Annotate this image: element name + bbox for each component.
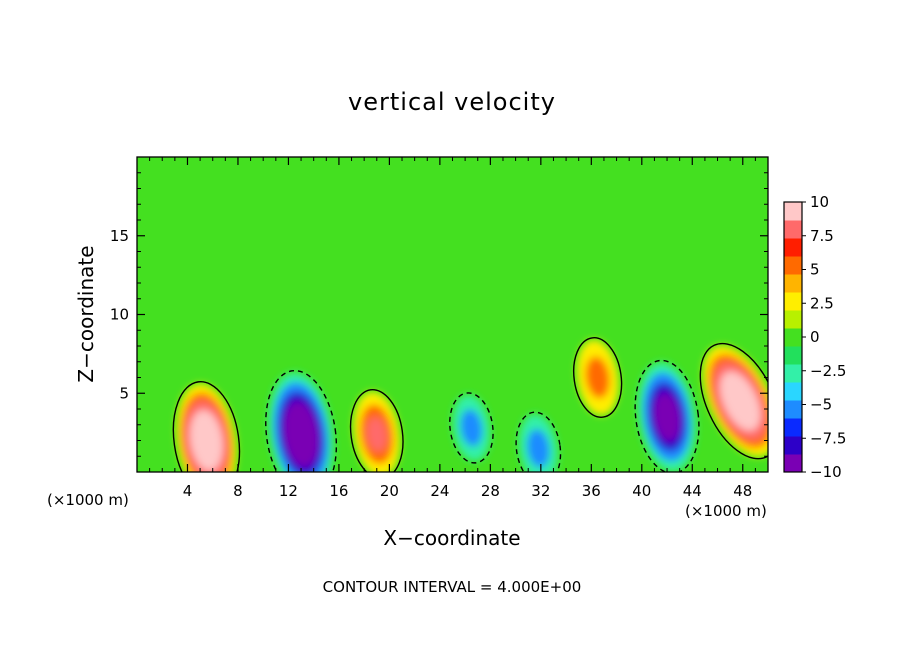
colorbar-cell [784, 220, 802, 239]
colorbar-tick-label: 10 [810, 193, 829, 211]
y-tick-label: 15 [110, 227, 129, 245]
field-feature [658, 402, 676, 431]
colorbar-tick-label: −5 [810, 396, 832, 414]
colorbar-cell [784, 454, 802, 473]
contour-line [515, 411, 562, 472]
x-tick-label: 40 [632, 482, 651, 500]
colorbar-tick-label: 2.5 [810, 294, 834, 312]
field-blobs [176, 339, 768, 472]
x-tick-label: 16 [329, 482, 348, 500]
colorbar-cell [784, 238, 802, 257]
colorbar-cell [784, 382, 802, 401]
colorbar-cell [784, 436, 802, 455]
colorbar-tick-label: 0 [810, 328, 820, 346]
colorbar-cell [784, 274, 802, 293]
contour-line [699, 342, 768, 460]
field-layer [137, 157, 768, 472]
y-axis-label: Z−coordinate [74, 245, 98, 383]
x-axis-unit-right: (×1000 m) [685, 502, 767, 520]
colorbar-tick-label: −10 [810, 463, 842, 481]
colorbar-tick-label: −2.5 [810, 362, 846, 380]
colorbar-tick-label: 5 [810, 261, 820, 279]
chart-title: vertical velocity [348, 88, 556, 116]
x-axis-unit-left: (×1000 m) [47, 491, 129, 509]
contour-line [449, 392, 494, 464]
x-tick-label: 36 [582, 482, 601, 500]
y-tick-label: 10 [110, 306, 129, 324]
field-feature [460, 409, 483, 447]
colorbar-cell [784, 310, 802, 329]
plot-area [136, 156, 769, 473]
colorbar-tick-label: 7.5 [810, 227, 834, 245]
x-tick-label: 12 [279, 482, 298, 500]
x-tick-label: 48 [733, 482, 752, 500]
x-tick-label: 44 [683, 482, 702, 500]
field-feature [527, 429, 550, 468]
colorbar-cell [784, 202, 802, 221]
y-tick-label: 5 [119, 384, 129, 402]
field-feature [198, 427, 214, 454]
colorbar-cell [784, 328, 802, 347]
colorbar-cell [784, 364, 802, 383]
colorbar-cell [784, 292, 802, 311]
field-feature [367, 417, 387, 452]
x-tick-label: 8 [233, 482, 243, 500]
x-tick-label: 4 [183, 482, 193, 500]
colorbar-cell [784, 418, 802, 437]
contour-line [172, 381, 241, 472]
contour-line [573, 337, 623, 418]
contour-line [349, 388, 404, 472]
colorbar-cell [784, 256, 802, 275]
contour-line [265, 369, 338, 472]
contour-interval-note: CONTOUR INTERVAL = 4.000E+00 [322, 578, 582, 596]
x-tick-label: 20 [380, 482, 399, 500]
x-tick-label: 24 [430, 482, 449, 500]
colorbar-cell [784, 400, 802, 419]
colorbar-cell [784, 346, 802, 365]
contour-line [634, 359, 700, 472]
field-feature [585, 356, 610, 399]
colorbar-tick-label: −7.5 [810, 429, 846, 447]
x-tick-label: 32 [531, 482, 550, 500]
x-tick-label: 28 [481, 482, 500, 500]
colorbar: 10 7.5 5 2.5 0 −2.5 −5 −7.5 −10 [783, 193, 846, 481]
x-axis-label: X−coordinate [383, 526, 521, 550]
field-feature [731, 388, 750, 414]
field-feature [293, 420, 309, 448]
